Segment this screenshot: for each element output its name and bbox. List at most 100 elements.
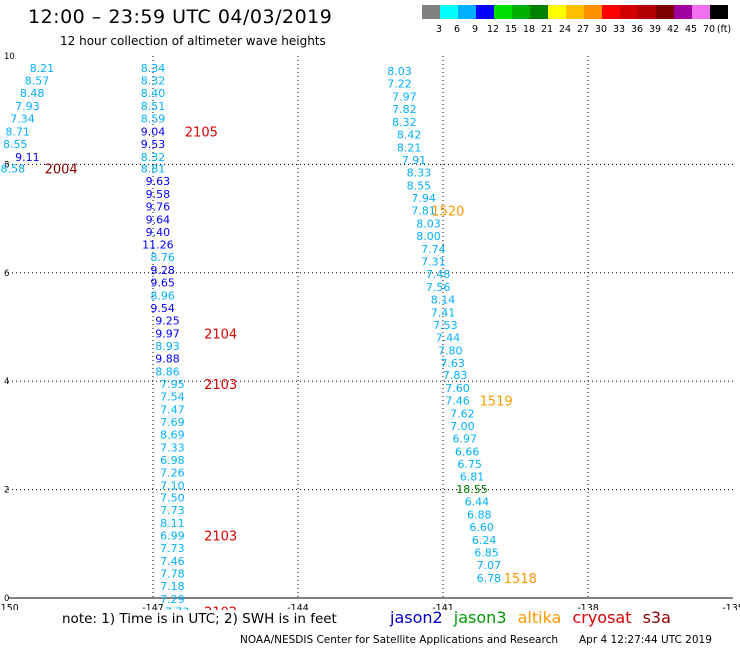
jason2-wave-height: 9.88 — [155, 352, 180, 365]
altika-wave-height: 7.81 — [411, 204, 436, 217]
credit-line: NOAA/NESDIS Center for Satellite Applica… — [240, 634, 558, 646]
colorbar-label: 39 — [649, 24, 661, 35]
colorbar-label: 70 — [703, 24, 715, 35]
jason2-wave-height: 9.25 — [155, 314, 180, 327]
cryosat-wave-height: 8.71 — [5, 125, 30, 138]
x-tick-label: -144 — [287, 603, 309, 610]
altika-wave-height: 6.88 — [467, 509, 492, 522]
cryosat-wave-height: 7.34 — [10, 112, 35, 125]
jason2-time-label: 2103 — [204, 378, 237, 393]
x-tick-label: -147 — [142, 603, 164, 610]
x-tick-label: -135 — [722, 603, 740, 610]
jason2-wave-height: 7.33 — [160, 441, 185, 454]
chart-subtitle: 12 hour collection of altimeter wave hei… — [60, 34, 326, 48]
jason2-wave-height: 9.04 — [141, 125, 166, 138]
jason2-wave-height: 7.69 — [160, 416, 185, 429]
altika-wave-height: 6.60 — [469, 521, 494, 534]
altika-time-label: 1520 — [431, 204, 464, 219]
altika-wave-height: 6.81 — [460, 471, 485, 484]
altika-time-label: 1518 — [504, 572, 537, 587]
jason2-wave-height: 9.64 — [146, 214, 171, 227]
altika-wave-height: 7.53 — [433, 319, 458, 332]
altika-wave-height: 7.91 — [402, 154, 427, 167]
jason3-wave-height: 18.55 — [456, 483, 488, 496]
jason2-wave-height: 8.81 — [141, 163, 166, 176]
jason2-time-label: 2105 — [185, 125, 218, 140]
jason2-wave-height: 9.97 — [155, 328, 180, 341]
y-tick-label: 10 — [4, 52, 15, 62]
colorbar-label: 18 — [523, 24, 535, 35]
colorbar-label: 30 — [595, 24, 607, 35]
altika-wave-height: 7.62 — [450, 408, 475, 421]
colorbar-swatch — [548, 5, 566, 19]
altika-wave-height: 8.03 — [387, 65, 412, 78]
colorbar-label: 15 — [505, 24, 517, 35]
cryosat-wave-height: 8.57 — [25, 74, 50, 87]
altika-wave-height: 7.00 — [450, 420, 475, 433]
jason2-wave-height: 8.32 — [141, 151, 166, 164]
jason2-time-label: 2103 — [204, 530, 237, 545]
colorbar-label: 12 — [487, 24, 499, 35]
colorbar-label: 24 — [559, 24, 571, 35]
legend-s3a: s3a — [642, 608, 671, 627]
jason2-wave-height: 7.18 — [160, 580, 185, 593]
jason2-wave-height: 8.34 — [141, 62, 166, 75]
jason2-wave-height: 7.73 — [165, 606, 190, 610]
jason2-wave-height: 9.58 — [146, 188, 171, 201]
jason2-wave-height: 7.78 — [160, 568, 185, 581]
jason2-wave-height: 11.26 — [142, 239, 174, 252]
y-tick-label: 0 — [4, 594, 9, 604]
satellite-legend: jason2 jason3 altika cryosat s3a — [390, 608, 677, 627]
altika-wave-height: 6.66 — [455, 446, 480, 459]
colorbar-label: 21 — [541, 24, 553, 35]
y-tick-label: 6 — [4, 269, 9, 279]
jason2-time-label: 2102 — [204, 606, 237, 610]
jason2-wave-height: 9.63 — [146, 175, 171, 188]
colorbar-swatch — [674, 5, 692, 19]
wave-height-plot: -150-147-144-141-138-13502468108.218.578… — [0, 52, 740, 610]
colorbar-label: 27 — [577, 24, 589, 35]
altika-wave-height: 6.75 — [457, 458, 482, 471]
altika-wave-height: 8.14 — [431, 293, 456, 306]
altika-time-label: 1519 — [480, 395, 513, 410]
jason2-time-label: 2104 — [204, 328, 237, 343]
colorbar-label: 6 — [454, 24, 460, 35]
colorbar-swatch — [494, 5, 512, 19]
altika-wave-height: 6.85 — [474, 546, 499, 559]
altika-wave-height: 7.80 — [438, 344, 463, 357]
y-tick-label: 4 — [4, 377, 9, 387]
colorbar-label: 42 — [667, 24, 679, 35]
colorbar-swatch — [476, 5, 494, 19]
jason2-wave-height: 7.95 — [160, 378, 185, 391]
colorbar-label: 45 — [685, 24, 697, 35]
jason2-wave-height: 8.40 — [141, 87, 166, 100]
colorbar-legend: 3 6 9 12 15 18 21 24 27 30 33 36 39 42 45 70 (ft) — [422, 5, 731, 35]
generated-timestamp: Apr 4 12:27:44 UTC 2019 — [579, 634, 712, 646]
jason2-wave-height: 7.73 — [160, 504, 185, 517]
colorbar-swatch — [602, 5, 620, 19]
units-note: note: 1) Time is in UTC; 2) SWH is in fe… — [62, 611, 337, 627]
colorbar-swatch — [512, 5, 530, 19]
altika-wave-height: 6.78 — [477, 572, 502, 585]
altika-wave-height: 8.55 — [407, 180, 432, 193]
altika-wave-height: 8.42 — [397, 129, 422, 142]
jason2-wave-height: 7.73 — [160, 542, 185, 555]
jason2-wave-height: 9.54 — [150, 302, 175, 315]
jason2-wave-height: 6.98 — [160, 454, 185, 467]
jason2-wave-height: 7.47 — [160, 403, 185, 416]
colorbar-label: 9 — [472, 24, 478, 35]
colorbar-swatch — [656, 5, 674, 19]
legend-altika: altika — [517, 608, 562, 627]
altika-wave-height: 8.32 — [392, 116, 417, 129]
altika-wave-height: 7.82 — [392, 103, 417, 116]
cryosat-wave-height: 8.55 — [3, 138, 28, 151]
altika-wave-height: 7.94 — [411, 192, 436, 205]
jason2-wave-height: 9.53 — [141, 138, 166, 151]
y-tick-label: 2 — [4, 486, 9, 496]
colorbar-label: 36 — [631, 24, 643, 35]
jason2-wave-height: 7.10 — [160, 479, 185, 492]
colorbar-swatch — [620, 5, 638, 19]
x-tick-label: -150 — [0, 603, 19, 610]
cryosat-wave-height: 8.48 — [20, 87, 45, 100]
jason2-wave-height: 8.59 — [141, 112, 166, 125]
